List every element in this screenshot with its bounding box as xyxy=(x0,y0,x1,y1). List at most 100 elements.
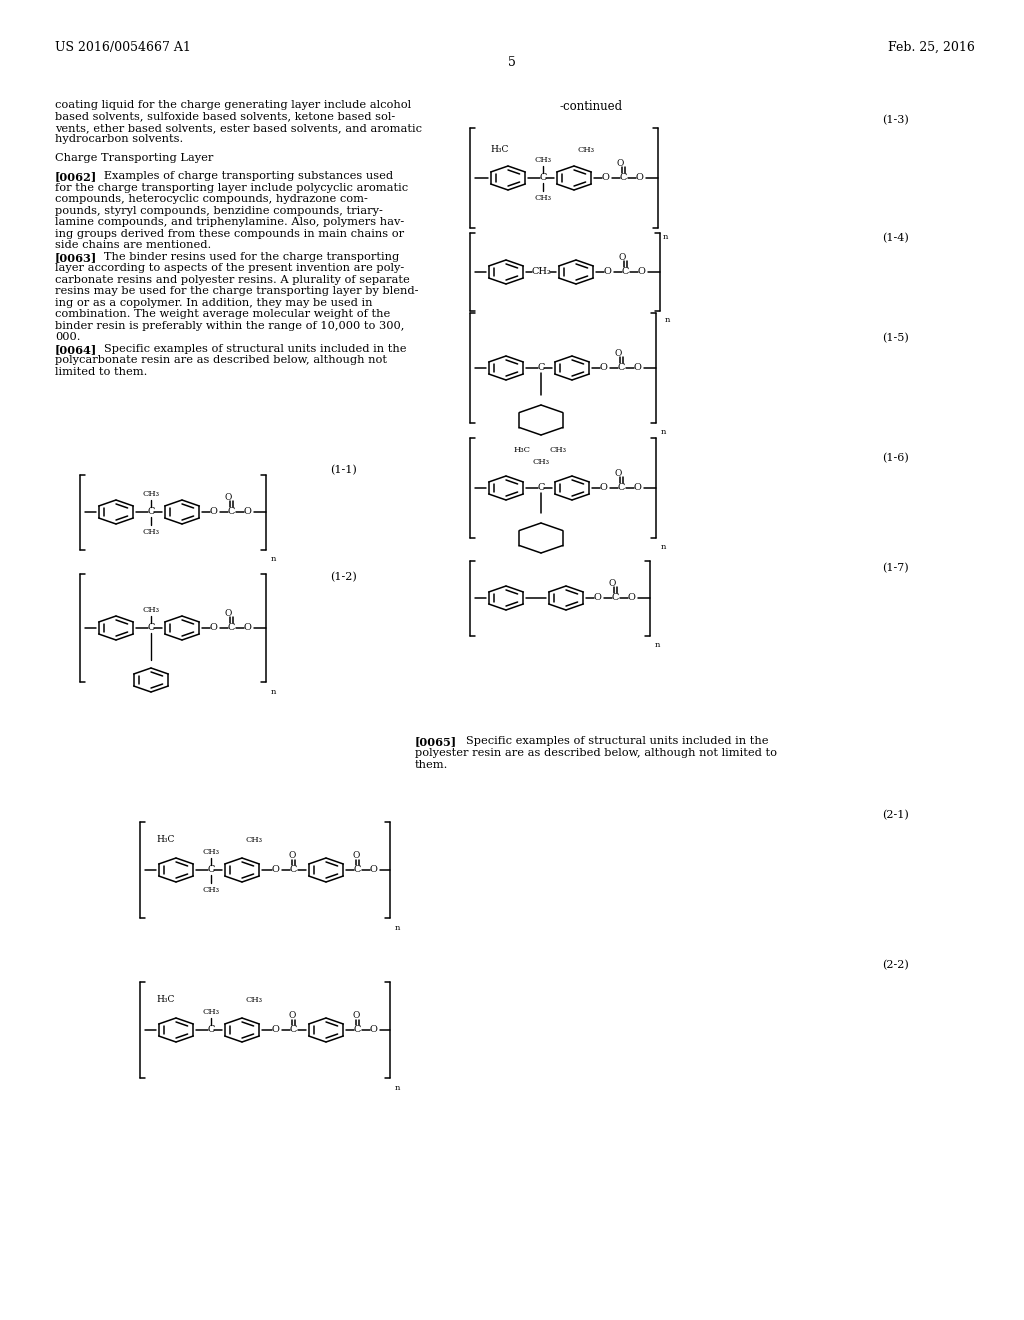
Text: CH₃: CH₃ xyxy=(203,847,219,855)
Text: (1-5): (1-5) xyxy=(882,333,908,343)
Text: n: n xyxy=(655,642,660,649)
Text: (1-4): (1-4) xyxy=(882,234,908,243)
Text: 000.: 000. xyxy=(55,333,81,342)
Text: Charge Transporting Layer: Charge Transporting Layer xyxy=(55,153,213,162)
Text: O: O xyxy=(289,851,296,861)
Text: CH₃: CH₃ xyxy=(142,528,160,536)
Text: O: O xyxy=(224,610,231,619)
Text: n: n xyxy=(663,234,669,242)
Text: n: n xyxy=(395,924,400,932)
Text: C: C xyxy=(148,623,156,632)
Text: [0065]: [0065] xyxy=(415,737,457,747)
Text: for the charge transporting layer include polycyclic aromatic: for the charge transporting layer includ… xyxy=(55,182,409,193)
Text: CH₃: CH₃ xyxy=(246,997,263,1005)
Text: them.: them. xyxy=(415,760,449,770)
Text: H₃C: H₃C xyxy=(490,145,508,154)
Text: H₃C: H₃C xyxy=(514,446,531,454)
Text: H₃C: H₃C xyxy=(156,836,174,845)
Text: vents, ether based solvents, ester based solvents, and aromatic: vents, ether based solvents, ester based… xyxy=(55,123,422,133)
Text: Specific examples of structural units included in the: Specific examples of structural units in… xyxy=(93,343,407,354)
Text: (1-7): (1-7) xyxy=(882,564,908,573)
Text: [0063]: [0063] xyxy=(55,252,97,263)
Text: n: n xyxy=(665,315,671,323)
Text: CH₃: CH₃ xyxy=(246,836,263,843)
Text: n: n xyxy=(662,428,667,436)
Text: binder resin is preferably within the range of 10,000 to 300,: binder resin is preferably within the ra… xyxy=(55,321,404,331)
Text: O: O xyxy=(602,173,610,182)
Text: O: O xyxy=(210,507,218,516)
Text: polyester resin are as described below, although not limited to: polyester resin are as described below, … xyxy=(415,748,777,758)
Text: polycarbonate resin are as described below, although not: polycarbonate resin are as described bel… xyxy=(55,355,387,366)
Text: CH₃: CH₃ xyxy=(535,194,552,202)
Text: O: O xyxy=(616,160,624,169)
Text: CH₃: CH₃ xyxy=(535,156,552,164)
Text: C: C xyxy=(620,173,628,182)
Text: O: O xyxy=(244,623,252,632)
Text: C: C xyxy=(290,866,297,874)
Text: O: O xyxy=(272,1026,280,1035)
Text: n: n xyxy=(662,543,667,550)
Text: O: O xyxy=(638,268,646,276)
Text: O: O xyxy=(370,1026,378,1035)
Text: n: n xyxy=(271,554,276,564)
Text: C: C xyxy=(538,363,546,372)
Text: [0064]: [0064] xyxy=(55,343,97,355)
Text: side chains are mentioned.: side chains are mentioned. xyxy=(55,240,211,251)
Text: C: C xyxy=(354,866,361,874)
Text: coating liquid for the charge generating layer include alcohol: coating liquid for the charge generating… xyxy=(55,100,411,110)
Text: H₃C: H₃C xyxy=(156,995,174,1005)
Text: O: O xyxy=(272,866,280,874)
Text: CH₂: CH₂ xyxy=(532,268,552,276)
Text: -continued: -continued xyxy=(560,100,624,114)
Text: C: C xyxy=(228,507,236,516)
Text: O: O xyxy=(618,253,626,263)
Text: Examples of charge transporting substances used: Examples of charge transporting substanc… xyxy=(93,172,393,181)
Text: ing groups derived from these compounds in main chains or: ing groups derived from these compounds … xyxy=(55,228,404,239)
Text: C: C xyxy=(540,173,548,182)
Text: (2-2): (2-2) xyxy=(882,960,908,970)
Text: O: O xyxy=(352,1011,359,1020)
Text: O: O xyxy=(210,623,218,632)
Text: n: n xyxy=(395,1084,400,1092)
Text: O: O xyxy=(600,483,608,492)
Text: O: O xyxy=(628,594,636,602)
Text: pounds, styryl compounds, benzidine compounds, triary-: pounds, styryl compounds, benzidine comp… xyxy=(55,206,383,215)
Text: C: C xyxy=(612,594,620,602)
Text: C: C xyxy=(228,623,236,632)
Text: O: O xyxy=(370,866,378,874)
Text: CH₃: CH₃ xyxy=(578,147,595,154)
Text: [0062]: [0062] xyxy=(55,172,97,182)
Text: CH₃: CH₃ xyxy=(550,446,567,454)
Text: Feb. 25, 2016: Feb. 25, 2016 xyxy=(888,41,975,54)
Text: C: C xyxy=(208,1026,215,1035)
Text: (1-1): (1-1) xyxy=(330,465,356,475)
Text: C: C xyxy=(148,507,156,516)
Text: O: O xyxy=(289,1011,296,1020)
Text: C: C xyxy=(290,1026,297,1035)
Text: O: O xyxy=(608,579,615,589)
Text: O: O xyxy=(244,507,252,516)
Text: O: O xyxy=(224,494,231,503)
Text: C: C xyxy=(618,363,626,372)
Text: n: n xyxy=(271,688,276,696)
Text: (2-1): (2-1) xyxy=(882,810,908,820)
Text: US 2016/0054667 A1: US 2016/0054667 A1 xyxy=(55,41,190,54)
Text: CH₃: CH₃ xyxy=(532,458,550,466)
Text: CH₃: CH₃ xyxy=(203,886,219,894)
Text: The binder resins used for the charge transporting: The binder resins used for the charge tr… xyxy=(93,252,399,261)
Text: (1-2): (1-2) xyxy=(330,572,356,582)
Text: compounds, heterocyclic compounds, hydrazone com-: compounds, heterocyclic compounds, hydra… xyxy=(55,194,368,205)
Text: (1-6): (1-6) xyxy=(882,453,908,463)
Text: O: O xyxy=(594,594,602,602)
Text: O: O xyxy=(614,350,622,359)
Text: C: C xyxy=(354,1026,361,1035)
Text: combination. The weight average molecular weight of the: combination. The weight average molecula… xyxy=(55,309,390,319)
Text: O: O xyxy=(614,470,622,479)
Text: O: O xyxy=(634,363,642,372)
Text: 5: 5 xyxy=(508,55,516,69)
Text: C: C xyxy=(622,268,630,276)
Text: limited to them.: limited to them. xyxy=(55,367,147,376)
Text: C: C xyxy=(538,483,546,492)
Text: Specific examples of structural units included in the: Specific examples of structural units in… xyxy=(455,737,768,746)
Text: carbonate resins and polyester resins. A plurality of separate: carbonate resins and polyester resins. A… xyxy=(55,275,410,285)
